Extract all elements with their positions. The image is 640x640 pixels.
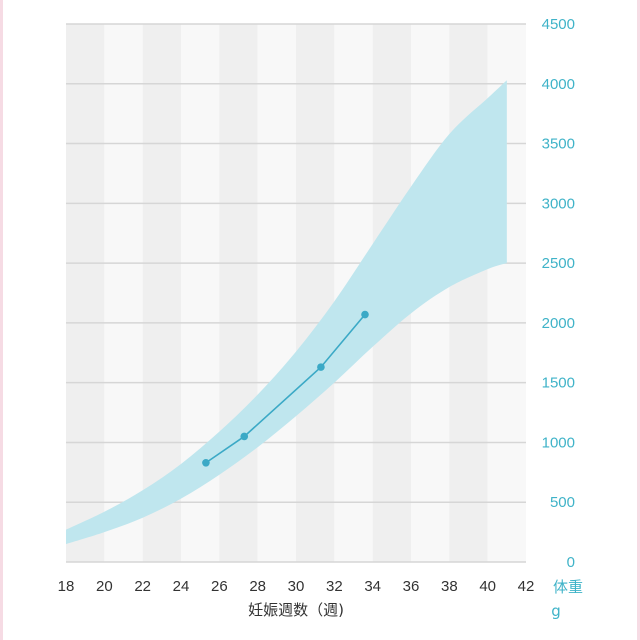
y-tick-label: 4500 bbox=[542, 16, 575, 33]
x-tick-label: 38 bbox=[441, 578, 458, 595]
x-tick-label: 34 bbox=[364, 578, 381, 595]
plot-stripe bbox=[219, 24, 258, 562]
reference-band-area bbox=[66, 80, 507, 545]
y-tick-label: 500 bbox=[550, 494, 575, 511]
x-axis-ticks: 18 20 22 24 26 28 30 32 34 36 38 40 42 bbox=[58, 578, 535, 595]
x-tick-label: 30 bbox=[288, 578, 305, 595]
x-tick-label: 26 bbox=[211, 578, 228, 595]
series-layer bbox=[202, 310, 369, 467]
right-border bbox=[637, 0, 640, 640]
x-tick-label: 24 bbox=[173, 578, 190, 595]
plot-stripe bbox=[296, 24, 335, 562]
y-axis-unit: g bbox=[551, 602, 561, 620]
x-axis-title: 妊娠週数（週) bbox=[248, 601, 344, 619]
series-line bbox=[205, 314, 366, 464]
data-point[interactable] bbox=[240, 432, 249, 441]
reference-band bbox=[66, 80, 507, 545]
plot-stripe bbox=[66, 24, 105, 562]
y-tick-label: 4000 bbox=[542, 76, 575, 93]
plot-stripe bbox=[257, 24, 296, 562]
y-tick-label: 3000 bbox=[542, 195, 575, 212]
x-tick-label: 28 bbox=[249, 578, 266, 595]
x-tick-label: 42 bbox=[518, 578, 535, 595]
x-tick-label: 20 bbox=[96, 578, 113, 595]
data-point[interactable] bbox=[361, 310, 369, 319]
data-point[interactable] bbox=[317, 363, 325, 371]
x-tick-label: 18 bbox=[58, 578, 75, 595]
y-tick-label: 0 bbox=[567, 554, 575, 571]
data-point[interactable] bbox=[202, 458, 210, 467]
y-tick-label: 3500 bbox=[542, 136, 575, 153]
plot-background bbox=[66, 24, 526, 562]
y-axis-title: 体重 bbox=[553, 578, 583, 596]
y-axis-ticks: 0 500 1000 1500 2000 2500 3000 3500 4000 4500 bbox=[542, 16, 575, 571]
plot-stripe bbox=[104, 24, 143, 562]
y-tick-label: 2000 bbox=[542, 315, 575, 332]
x-tick-label: 40 bbox=[479, 578, 496, 595]
y-tick-label: 1000 bbox=[542, 434, 575, 451]
x-tick-label: 36 bbox=[403, 578, 420, 595]
x-tick-label: 32 bbox=[326, 578, 343, 595]
left-border bbox=[0, 0, 3, 640]
x-tick-label: 22 bbox=[134, 578, 151, 595]
y-tick-label: 2500 bbox=[542, 255, 575, 272]
y-tick-label: 1500 bbox=[542, 375, 575, 392]
